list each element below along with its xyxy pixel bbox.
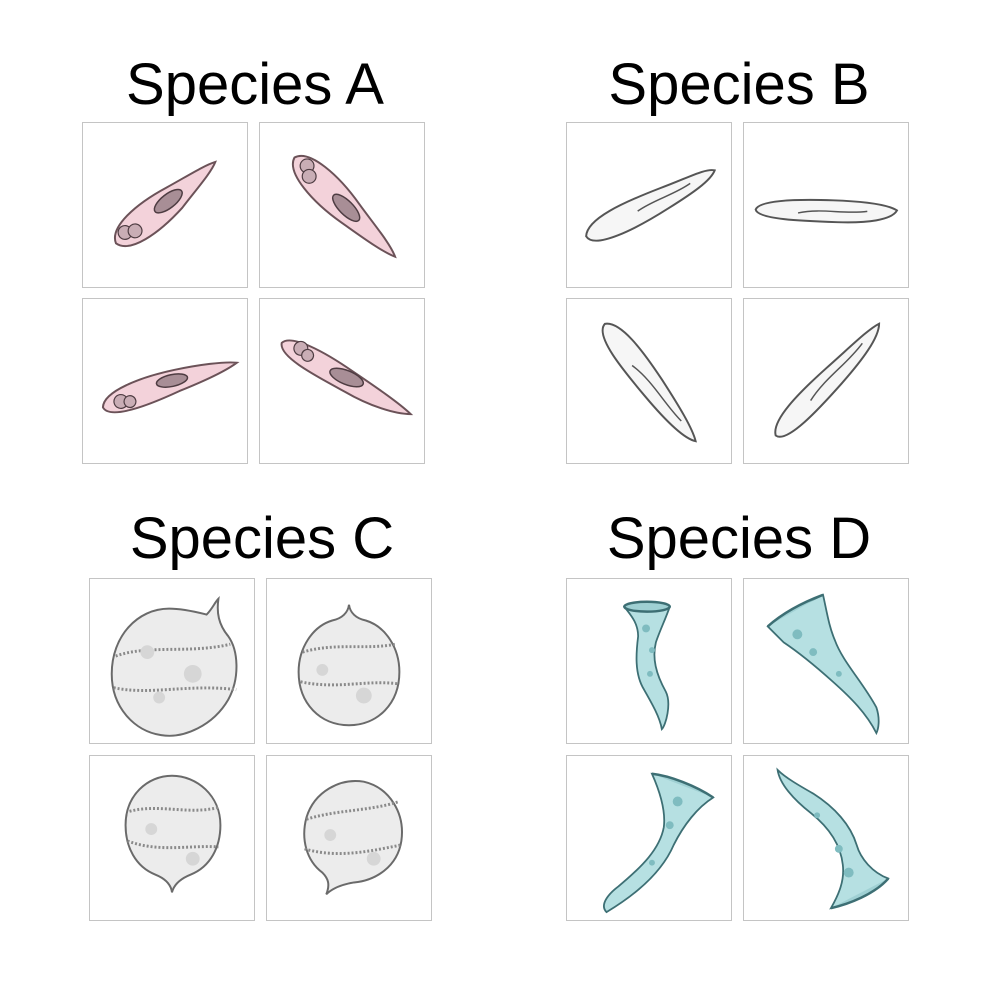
species-a-title: Species A xyxy=(126,52,384,117)
species-b-panel-4 xyxy=(743,298,909,464)
species-a-cell-4 xyxy=(280,339,414,416)
species-b-cell-2 xyxy=(754,198,899,224)
species-a-cell-2 xyxy=(292,155,397,259)
species-c-panel-3 xyxy=(89,755,255,921)
species-c-title: Species C xyxy=(129,506,395,571)
species-b-cell-3 xyxy=(601,322,697,443)
species-d-group: Species D xyxy=(566,510,912,924)
species-d-title: Species D xyxy=(606,506,872,571)
species-b-title: Species B xyxy=(608,52,870,117)
species-c-cell-3 xyxy=(124,774,222,893)
species-b-group: Species B xyxy=(566,56,912,468)
species-d-cell-3 xyxy=(603,772,715,914)
species-a-panel-4 xyxy=(259,298,425,464)
species-c-panel-2 xyxy=(266,578,432,744)
species-a-cell-1 xyxy=(113,160,217,248)
species-b-panel-3 xyxy=(566,298,732,464)
species-c-cell-2 xyxy=(297,604,401,727)
species-d-cell-1 xyxy=(622,600,671,732)
species-d-panel-1 xyxy=(566,578,732,744)
species-a-cell-3 xyxy=(101,361,240,414)
species-d-panel-2 xyxy=(743,578,909,744)
species-a-panel-3 xyxy=(82,298,248,464)
species-a-panel-1 xyxy=(82,122,248,288)
species-b-panel-1 xyxy=(566,122,732,288)
species-a-panel-2 xyxy=(259,122,425,288)
species-b-cell-4 xyxy=(774,322,881,438)
species-d-panel-3 xyxy=(566,755,732,921)
species-d-cell-2 xyxy=(766,593,880,736)
species-c-panel-1 xyxy=(89,578,255,744)
species-b-cell-1 xyxy=(585,169,717,242)
species-c-group: Species C xyxy=(89,510,435,924)
species-d-panel-4 xyxy=(743,755,909,921)
species-a-group: Species A xyxy=(82,56,428,468)
species-d-cell-4 xyxy=(776,767,890,910)
species-c-cell-1 xyxy=(110,595,238,737)
species-b-panel-2 xyxy=(743,122,909,288)
species-c-panel-4 xyxy=(266,755,432,921)
species-c-cell-4 xyxy=(303,780,403,896)
